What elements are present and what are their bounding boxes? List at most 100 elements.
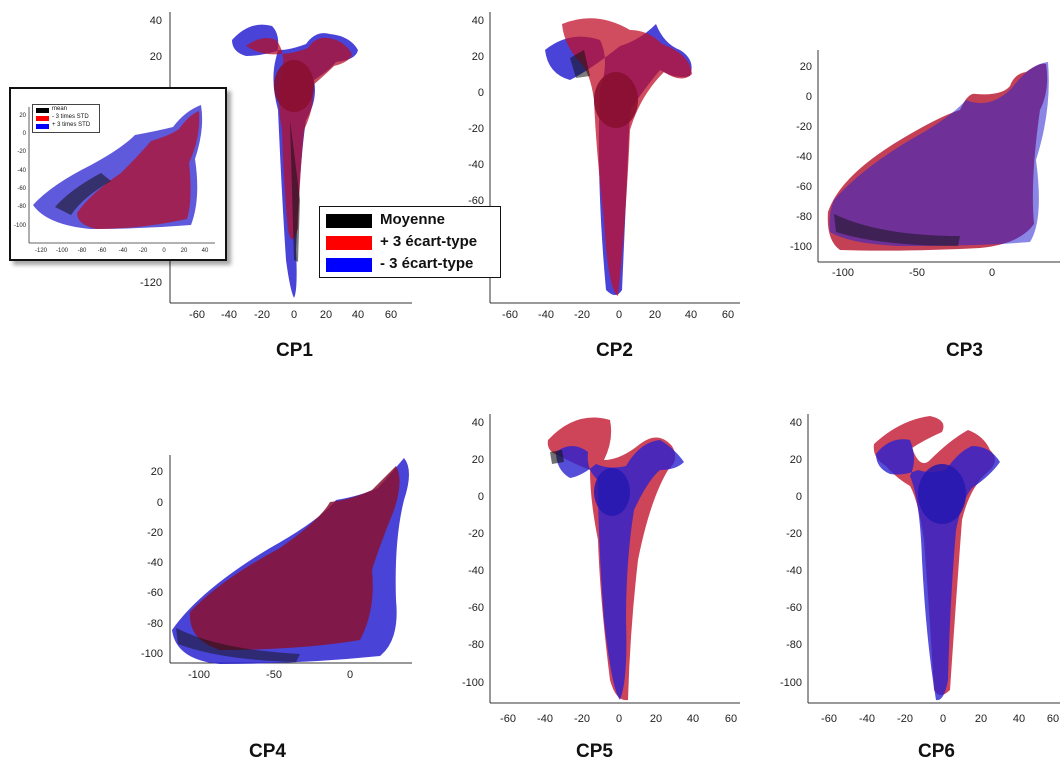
cp4-ytick: -80 [147,618,163,630]
panel-cp1: 40 20 0 -120 -60 -40 -20 0 20 40 60 [140,12,412,321]
cp4-ytick: 20 [151,466,163,478]
panel-cp6: 40 20 0 -20 -40 -60 -80 -100 -60 -40 -20… [780,414,1060,725]
cp4-red-shape [189,466,400,650]
cp2-xtick: 60 [722,309,734,321]
main-legend: Moyenne + 3 écart-type - 3 écart-type [319,206,501,278]
cp3-mean-edge [834,214,960,246]
caption-cp6: CP6 [918,741,955,762]
cp2-ytick: -60 [468,195,484,207]
cp3-xtick: -50 [909,267,925,279]
inset-swatch-red [36,116,49,121]
cp4-xtick: 0 [347,669,353,681]
inset-ytick: -80 [17,204,26,210]
cp6-ytick: 40 [790,417,802,429]
cp3-ytick: -60 [796,181,812,193]
legend-label: Moyenne [380,211,446,228]
inset-red-shape [77,111,200,229]
cp3-ytick: 0 [806,91,812,103]
cp1-glenoid [274,60,314,112]
inset-ytick: -40 [17,168,26,174]
cp5-xtick: 40 [687,713,699,725]
inset-xtick: -20 [139,248,148,254]
cp6-ytick: -60 [786,602,802,614]
cp4-ytick: -60 [147,587,163,599]
cp6-ytick: -80 [786,639,802,651]
cp3-ytick: -20 [796,121,812,133]
cp5-ytick: -20 [468,528,484,540]
cp3-ytick: -100 [790,241,812,253]
legend-item-plus: + 3 écart-type [326,232,498,254]
panel-cp5: 40 20 0 -20 -40 -60 -80 -100 -60 -40 -20… [462,414,740,725]
cp1-mean-spine [290,120,300,262]
inset-plot: 20 0 -20 -40 -60 -80 -100 -120 -100 -80 … [14,105,215,254]
cp5-xtick: -20 [574,713,590,725]
cp1-red-shape [246,37,352,240]
cp2-glenoid [594,72,638,128]
cp1-ytick: 20 [150,51,162,63]
inset-xtick: -60 [98,248,107,254]
inset-swatch-blue [36,124,49,129]
cp2-xtick: -20 [574,309,590,321]
cp5-ytick: -60 [468,602,484,614]
cp4-ytick: -40 [147,557,163,569]
cp2-xtick: 20 [649,309,661,321]
cp6-glenoid [918,464,966,524]
cp6-ytick: -40 [786,565,802,577]
cp6-ytick: -100 [780,677,802,689]
cp1-xtick: -20 [254,309,270,321]
cp2-mean-tip [570,50,590,78]
inset-xtick: 0 [162,248,166,254]
cp5-ytick: 20 [472,454,484,466]
cp6-xtick: -20 [897,713,913,725]
cp2-ytick: -20 [468,123,484,135]
cp6-xtick: 20 [975,713,987,725]
caption-cp5: CP5 [576,741,613,762]
cp5-xtick: 60 [725,713,737,725]
cp4-ytick: -100 [141,648,163,660]
legend-item-mean: Moyenne [326,210,498,232]
cp1-xtick: -60 [189,309,205,321]
inset-legend-label: - 3 times STD [52,114,89,120]
cp4-mean-edge [176,628,300,662]
cp4-ytick: -20 [147,527,163,539]
inset-ytick: -60 [17,186,26,192]
panel-cp4: 20 0 -20 -40 -60 -80 -100 -100 -50 0 [141,455,412,681]
cp4-xtick: -100 [188,669,210,681]
cp5-mean-tip [550,450,564,464]
inset-black-shape [55,173,111,215]
cp4-ytick: 0 [157,497,163,509]
inset-swatch-black [36,108,49,113]
inset-legend-item: - 3 times STD [36,114,98,122]
cp6-xtick: -60 [821,713,837,725]
cp1-xtick: 60 [385,309,397,321]
cp5-xtick: 0 [616,713,622,725]
legend-item-minus: - 3 écart-type [326,254,498,276]
cp6-xtick: 60 [1047,713,1059,725]
cp1-xtick: -40 [221,309,237,321]
inset-legend-label: + 3 times STD [52,122,91,128]
legend-label: + 3 écart-type [380,233,478,250]
legend-swatch-black [326,214,372,228]
cp2-ytick: 40 [472,15,484,27]
inset-legend-item: mean [36,106,98,114]
cp2-xtick: 40 [685,309,697,321]
cp2-red-shape [562,18,692,297]
cp3-ytick: 20 [800,61,812,73]
cp2-xtick: -60 [502,309,518,321]
cp5-xtick: 20 [650,713,662,725]
cp6-ytick: 0 [796,491,802,503]
inset-xtick: 20 [181,248,188,254]
legend-swatch-blue [326,258,372,272]
cp1-xtick: 0 [291,309,297,321]
cp2-xtick: -40 [538,309,554,321]
inset-xtick: -80 [78,248,87,254]
caption-cp3: CP3 [946,340,983,361]
inset-xtick: -40 [119,248,128,254]
cp2-ytick: -40 [468,159,484,171]
cp5-ytick: -80 [468,639,484,651]
cp5-ytick: 40 [472,417,484,429]
panel-cp3: 20 0 -20 -40 -60 -80 -100 -100 -50 0 [790,50,1060,279]
caption-cp2: CP2 [596,340,633,361]
cp6-xtick: 40 [1013,713,1025,725]
